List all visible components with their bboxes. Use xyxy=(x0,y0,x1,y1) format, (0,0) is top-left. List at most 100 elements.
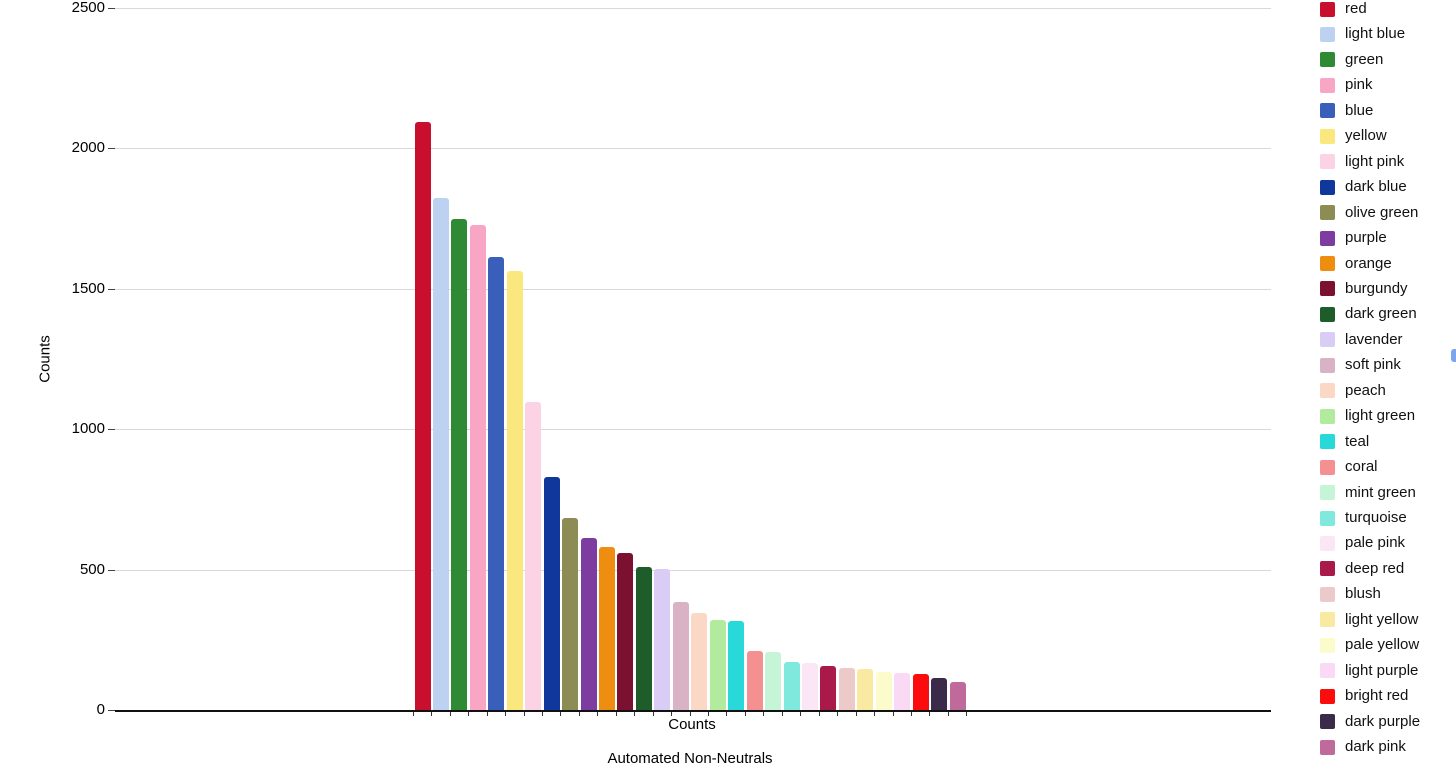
x-tick-mark xyxy=(560,712,562,716)
legend-item-bright-red[interactable]: bright red xyxy=(1320,688,1408,704)
bar-light-blue xyxy=(432,197,449,710)
x-axis-title: Automated Non-Neutrals xyxy=(607,750,773,767)
legend-item-deep-red[interactable]: deep red xyxy=(1320,559,1405,577)
bar-light-pink xyxy=(525,401,542,710)
legend-item-orange[interactable]: orange xyxy=(1320,255,1392,272)
legend-swatch-green xyxy=(1320,52,1335,68)
legend-label: pale yellow xyxy=(1345,636,1420,654)
legend-item-light-yellow[interactable]: light yellow xyxy=(1320,611,1418,628)
bar-olive-green xyxy=(562,518,579,710)
legend-item-light-pink[interactable]: light pink xyxy=(1320,153,1404,170)
legend-item-blush[interactable]: blush xyxy=(1320,586,1381,602)
bar-green xyxy=(451,218,468,710)
legend-item-purple[interactable]: purple xyxy=(1320,230,1387,246)
legend-item-olive-green[interactable]: olive green xyxy=(1320,204,1418,221)
legend-item-green[interactable]: green xyxy=(1320,51,1383,68)
bar-burgundy xyxy=(617,552,634,710)
legend-swatch-blush xyxy=(1320,586,1335,602)
bar-pale-pink xyxy=(801,663,818,710)
legend-item-turquoise[interactable]: turquoise xyxy=(1320,510,1407,526)
legend-swatch-light-yellow xyxy=(1320,612,1335,628)
legend-item-red[interactable]: red xyxy=(1320,1,1367,17)
x-tick-mark xyxy=(874,712,876,716)
legend-label: pink xyxy=(1345,76,1373,94)
scrollbar-fragment[interactable] xyxy=(1451,349,1456,362)
legend-item-dark-blue[interactable]: dark blue xyxy=(1320,179,1407,195)
y-tick-label-500: 500 xyxy=(79,560,105,578)
legend-label: bright red xyxy=(1345,687,1409,705)
legend-swatch-dark-purple xyxy=(1320,714,1335,730)
legend-item-dark-pink[interactable]: dark pink xyxy=(1320,739,1406,755)
y-tick-label-2500: 2500 xyxy=(71,0,105,16)
legend-swatch-blue xyxy=(1320,103,1335,119)
bar-turquoise xyxy=(783,661,800,710)
gridline-2000 xyxy=(115,148,1271,150)
legend-item-light-purple[interactable]: light purple xyxy=(1320,662,1418,679)
gridline-2500 xyxy=(115,8,1271,9)
legend-swatch-soft-pink xyxy=(1320,357,1335,373)
x-tick-mark xyxy=(966,712,968,716)
legend-item-light-blue[interactable]: light blue xyxy=(1320,26,1405,42)
x-tick-mark xyxy=(855,712,857,716)
x-tick-mark xyxy=(578,712,580,716)
x-tick-mark xyxy=(523,712,525,716)
x-tick-mark xyxy=(597,712,599,716)
legend-item-blue[interactable]: blue xyxy=(1320,102,1373,119)
legend-item-dark-green[interactable]: dark green xyxy=(1320,306,1417,322)
legend-swatch-lavender xyxy=(1320,332,1335,348)
bar-blue xyxy=(488,257,505,710)
bar-light-purple xyxy=(894,673,911,710)
legend-swatch-pale-yellow xyxy=(1320,637,1335,653)
legend-swatch-yellow xyxy=(1320,128,1335,144)
bar-purple xyxy=(580,537,597,710)
legend-item-dark-purple[interactable]: dark purple xyxy=(1320,712,1421,730)
x-tick-mark xyxy=(431,712,433,716)
legend-item-light-green[interactable]: light green xyxy=(1320,408,1415,424)
legend: red light blue green pink blue yellow light pi… xyxy=(1320,0,1456,775)
bar-pale-yellow xyxy=(875,672,892,710)
legend-label: coral xyxy=(1345,458,1378,476)
x-tick-mark xyxy=(947,712,949,716)
legend-label: deep red xyxy=(1345,559,1405,577)
bar-dark-blue xyxy=(543,476,560,710)
legend-item-pale-pink[interactable]: pale pink xyxy=(1320,535,1405,551)
y-tick-mark-2500 xyxy=(108,8,115,9)
x-tick-mark xyxy=(800,712,802,716)
legend-swatch-pink xyxy=(1320,77,1335,93)
legend-item-pink[interactable]: pink xyxy=(1320,77,1373,93)
legend-label: dark purple xyxy=(1345,712,1421,730)
legend-label: dark blue xyxy=(1345,178,1407,196)
legend-item-soft-pink[interactable]: soft pink xyxy=(1320,357,1401,373)
bar-blush xyxy=(838,668,855,710)
x-tick-mark xyxy=(910,712,912,716)
legend-item-coral[interactable]: coral xyxy=(1320,459,1378,475)
x-tick-mark xyxy=(929,712,931,716)
legend-swatch-deep-red xyxy=(1320,561,1335,577)
y-tick-mark-1500 xyxy=(108,288,115,290)
legend-swatch-pale-pink xyxy=(1320,535,1335,551)
legend-swatch-burgundy xyxy=(1320,281,1335,297)
legend-item-lavender[interactable]: lavender xyxy=(1320,331,1403,348)
legend-swatch-dark-pink xyxy=(1320,739,1335,755)
legend-item-teal[interactable]: teal xyxy=(1320,433,1369,450)
legend-item-yellow[interactable]: yellow xyxy=(1320,128,1387,144)
legend-label: burgundy xyxy=(1345,279,1408,297)
x-tick-mark xyxy=(505,712,507,716)
legend-label: mint green xyxy=(1345,483,1416,501)
x-tick-label-counts: Counts xyxy=(668,716,716,733)
legend-label: pale pink xyxy=(1345,534,1406,552)
legend-item-peach[interactable]: peach xyxy=(1320,382,1386,399)
x-tick-mark xyxy=(634,712,636,716)
legend-item-mint-green[interactable]: mint green xyxy=(1320,483,1416,501)
gridline-500 xyxy=(115,569,1271,571)
x-tick-mark xyxy=(708,712,709,716)
bar-soft-pink xyxy=(672,602,689,710)
legend-swatch-light-blue xyxy=(1320,26,1335,42)
legend-label: yellow xyxy=(1345,127,1387,145)
bar-coral xyxy=(746,650,763,710)
legend-label: light green xyxy=(1345,407,1416,425)
x-axis-line xyxy=(115,710,1271,712)
legend-item-pale-yellow[interactable]: pale yellow xyxy=(1320,637,1419,653)
legend-item-burgundy[interactable]: burgundy xyxy=(1320,279,1408,297)
legend-label: blush xyxy=(1345,585,1381,603)
